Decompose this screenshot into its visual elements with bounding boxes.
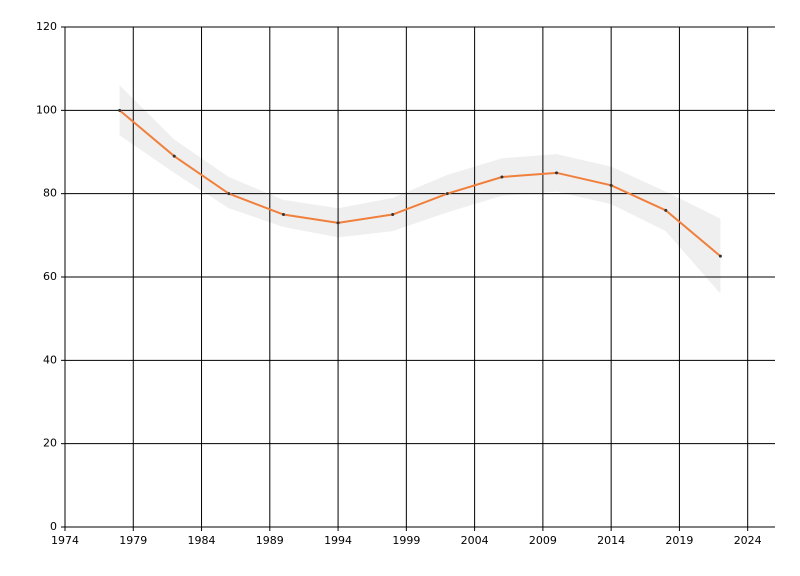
x-tick-label: 2009 <box>529 534 557 547</box>
x-tick-label: 1989 <box>256 534 284 547</box>
data-point <box>445 192 449 196</box>
y-tick-label: 40 <box>43 353 57 366</box>
data-point <box>172 154 176 158</box>
y-tick-label: 100 <box>36 103 57 116</box>
x-tick-label: 1979 <box>119 534 147 547</box>
data-point <box>609 183 613 187</box>
data-point <box>391 213 395 216</box>
data-point <box>555 171 559 175</box>
x-tick-label: 1974 <box>51 534 79 547</box>
x-tick-label: 1984 <box>188 534 216 547</box>
y-tick-label: 20 <box>43 437 57 450</box>
y-tick-label: 60 <box>43 270 57 283</box>
data-point <box>664 208 668 212</box>
x-tick-label: 1999 <box>392 534 420 547</box>
data-point <box>718 254 722 258</box>
confidence-band <box>119 85 721 294</box>
x-tick-label: 2024 <box>734 534 762 547</box>
data-point <box>500 175 504 179</box>
data-point <box>281 213 285 216</box>
series-line <box>118 109 722 257</box>
data-point <box>227 192 231 196</box>
y-tick-label: 0 <box>50 520 57 533</box>
x-tick-label: 2004 <box>461 534 489 547</box>
x-tick-label: 1994 <box>324 534 352 547</box>
data-point <box>118 108 122 112</box>
y-tick-label: 80 <box>43 187 57 200</box>
y-tick-label: 120 <box>36 20 57 33</box>
x-tick-label: 2019 <box>665 534 693 547</box>
x-tick-label: 2014 <box>597 534 625 547</box>
data-point <box>336 221 340 225</box>
